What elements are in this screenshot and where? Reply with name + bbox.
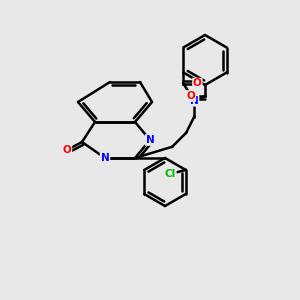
Text: N: N — [100, 153, 109, 163]
Text: N: N — [146, 135, 154, 145]
Text: O: O — [63, 145, 71, 155]
Text: O: O — [193, 79, 202, 88]
Text: O: O — [187, 91, 195, 101]
Text: N: N — [190, 96, 199, 106]
Text: Cl: Cl — [164, 169, 176, 179]
